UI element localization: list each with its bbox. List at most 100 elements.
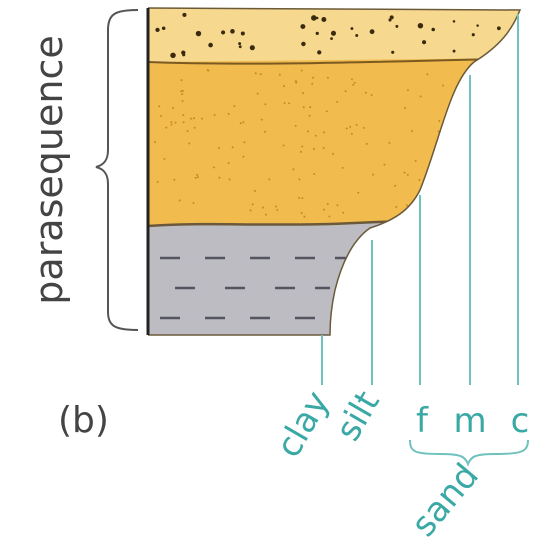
grain-dot — [371, 94, 373, 96]
grain-dot — [233, 105, 235, 107]
grain-dot — [383, 164, 385, 166]
grain-dot — [170, 121, 172, 123]
grain-dot — [342, 212, 344, 214]
grain-dot — [195, 177, 197, 179]
grain-dot — [292, 168, 294, 170]
grain-dot — [241, 31, 245, 35]
grain-dot — [301, 197, 303, 199]
brace — [96, 10, 138, 330]
grain-dot — [192, 202, 194, 204]
grain-dot — [448, 161, 450, 163]
grain-dot — [261, 119, 263, 121]
grain-dot — [350, 27, 353, 30]
grain-dot — [262, 207, 264, 209]
grain-dot — [173, 179, 175, 181]
grain-dot — [242, 121, 244, 123]
grain-dot — [265, 214, 267, 216]
grain-dot — [461, 198, 463, 200]
grain-dot — [208, 43, 213, 48]
grain-dot — [157, 181, 159, 183]
grain-dot — [250, 209, 252, 211]
grain-dot — [264, 103, 266, 105]
grain-dot — [283, 85, 285, 87]
grain-dot — [426, 73, 428, 75]
grain-dot — [288, 102, 290, 104]
grain-dot — [182, 13, 186, 17]
grain-dot — [407, 174, 409, 176]
grain-dot — [301, 145, 303, 147]
grain-dot — [179, 199, 181, 201]
grain-dot — [439, 168, 441, 170]
grain-dot — [196, 31, 201, 36]
grain-dot — [336, 101, 338, 103]
grain-label: clay — [269, 385, 338, 465]
grain-dot — [351, 78, 353, 80]
grain-dot — [323, 147, 325, 149]
grain-dot — [453, 50, 456, 53]
sand-brace — [410, 440, 528, 464]
side-label: parasequence — [27, 35, 71, 304]
grain-dot — [160, 115, 162, 117]
grain-dot — [213, 166, 215, 168]
grain-dot — [250, 45, 255, 50]
grain-dot — [279, 74, 281, 76]
grain-dot — [406, 204, 408, 206]
grain-dot — [193, 117, 195, 119]
grain-dot — [354, 82, 356, 84]
grain-dot — [313, 148, 315, 150]
grain-dot — [301, 42, 305, 46]
grain-dot — [229, 179, 231, 181]
grain-dot — [254, 190, 256, 192]
grain-dot — [295, 82, 297, 84]
grain-dot — [162, 26, 166, 30]
grain-dot — [301, 212, 303, 214]
grain-dot — [352, 84, 354, 86]
grain-dot — [243, 141, 245, 143]
grain-dot — [431, 28, 435, 32]
grain-dot — [391, 51, 394, 54]
grain-dot — [422, 40, 426, 44]
grain-dot — [201, 118, 203, 120]
grain-dot — [472, 33, 475, 36]
grain-label: silt — [328, 385, 388, 448]
grain-dot — [336, 204, 338, 206]
grain-dot — [311, 83, 313, 85]
grain-dot — [351, 133, 353, 135]
grain-dot — [501, 52, 506, 57]
grain-dot — [170, 53, 176, 59]
grain-dot — [188, 142, 190, 144]
grain-dot — [346, 128, 348, 130]
grain-dot — [158, 105, 160, 107]
grain-dot — [312, 77, 314, 79]
grain-dot — [284, 102, 286, 104]
grain-dot — [218, 177, 220, 179]
grain-dot — [165, 127, 167, 129]
grain-dot — [411, 130, 413, 132]
grain-dot — [418, 179, 420, 181]
grain-dot — [172, 107, 174, 109]
grain-dot — [349, 126, 351, 128]
grain-dot — [298, 178, 300, 180]
grain-dot — [323, 209, 325, 211]
grain-dot — [303, 216, 305, 218]
grain-dot — [462, 159, 464, 161]
grain-dot — [425, 180, 427, 182]
grain-dot — [275, 206, 277, 208]
grain-dot — [182, 114, 184, 116]
grain-dot — [303, 106, 305, 108]
grain-dot — [317, 50, 321, 54]
grain-dot — [356, 124, 358, 126]
grain-dot — [214, 114, 216, 116]
grain-dot — [442, 85, 444, 87]
grain-label: c — [511, 401, 530, 441]
grain-dot — [407, 89, 409, 91]
grain-dot — [163, 158, 165, 160]
grain-dot — [330, 37, 333, 40]
grain-dot — [444, 169, 446, 171]
grain-dot — [365, 92, 367, 94]
grain-dot — [242, 156, 244, 158]
grain-dot — [257, 93, 259, 95]
diagram: parasequence (b) clay silt f m c sand — [0, 0, 551, 557]
mud-layer — [148, 220, 530, 340]
grain-dot — [465, 151, 467, 153]
